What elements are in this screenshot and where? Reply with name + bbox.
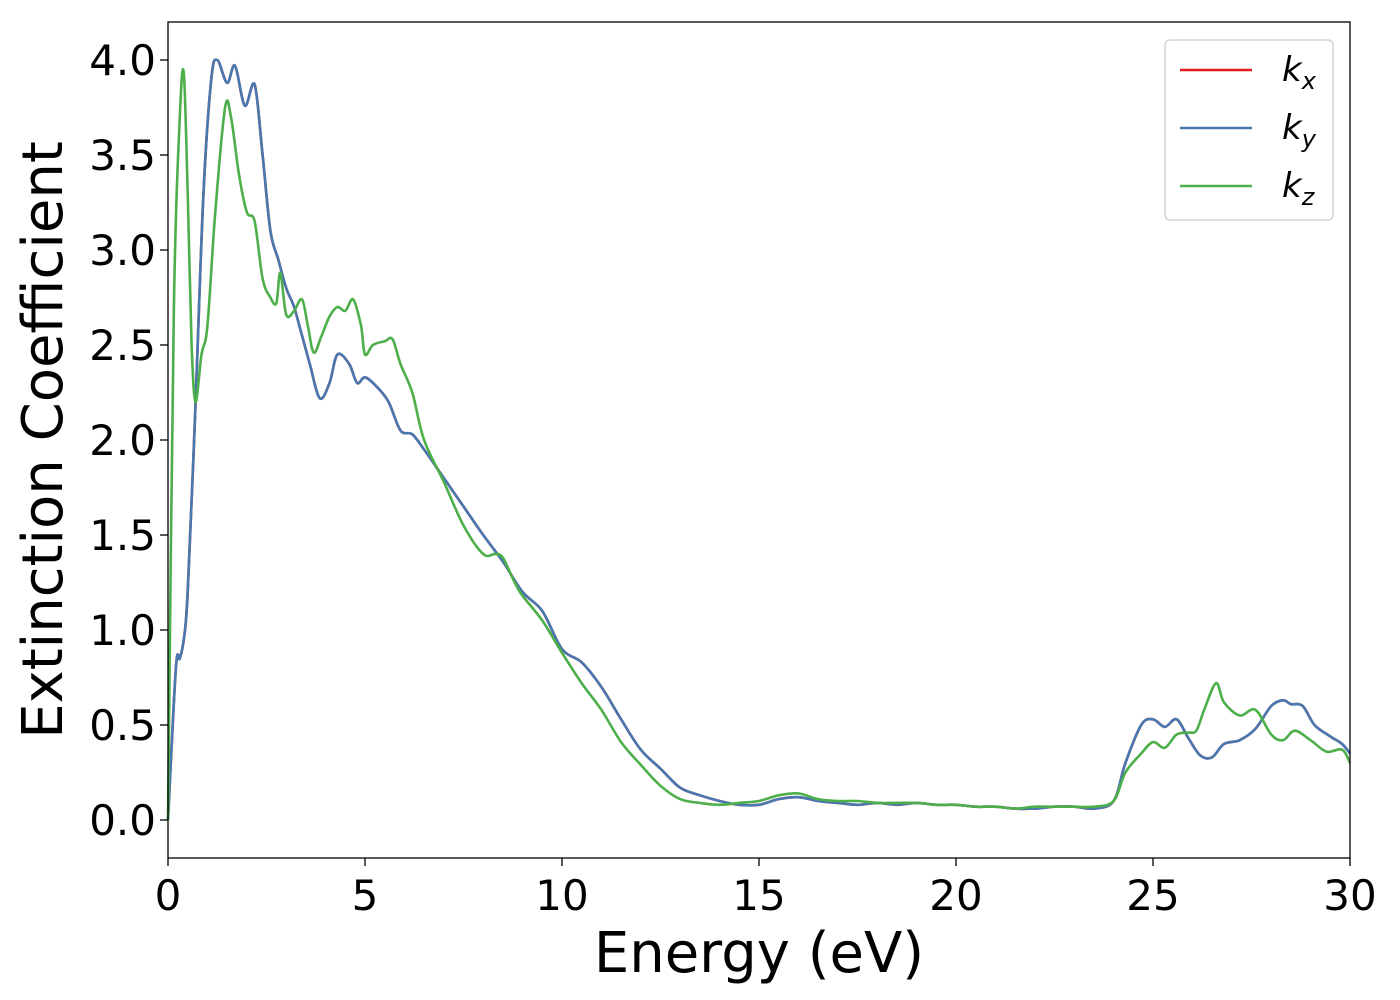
- y-tick-label: 2.5: [89, 321, 156, 370]
- series-line-kz: [166, 67, 1352, 821]
- x-tick-label: 30: [1323, 871, 1376, 920]
- legend-label-ky: ky: [1282, 108, 1317, 153]
- legend-box: [1164, 39, 1334, 221]
- y-tick-label: 0.0: [89, 796, 156, 845]
- plot-area: [166, 58, 1352, 821]
- y-tick-label: 3.0: [89, 226, 156, 275]
- legend: kx ky kz: [1164, 39, 1334, 221]
- y-axis: 0.0 0.5 1.0 1.5 2.0 2.5 3.0 3.5 4.0: [89, 36, 168, 845]
- y-tick-label: 3.5: [89, 131, 156, 180]
- legend-label-kx: kx: [1282, 50, 1317, 95]
- x-tick-label: 15: [732, 871, 785, 920]
- y-tick-label: 4.0: [89, 36, 156, 85]
- y-axis-label: Extinction Coefficient: [11, 141, 76, 739]
- y-tick-label: 1.5: [89, 511, 156, 560]
- x-axis: 0 5 10 15 20 25 30: [155, 858, 1377, 920]
- x-tick-label: 0: [155, 871, 182, 920]
- x-axis-label: Energy (eV): [594, 921, 924, 986]
- y-tick-label: 1.0: [89, 606, 156, 655]
- x-tick-label: 5: [352, 871, 379, 920]
- series-line-ky: [166, 58, 1352, 821]
- legend-label-kz: kz: [1282, 166, 1316, 211]
- y-tick-label: 2.0: [89, 416, 156, 465]
- y-tick-label: 0.5: [89, 701, 156, 750]
- x-tick-label: 10: [535, 871, 588, 920]
- x-tick-label: 20: [929, 871, 982, 920]
- x-tick-label: 25: [1126, 871, 1179, 920]
